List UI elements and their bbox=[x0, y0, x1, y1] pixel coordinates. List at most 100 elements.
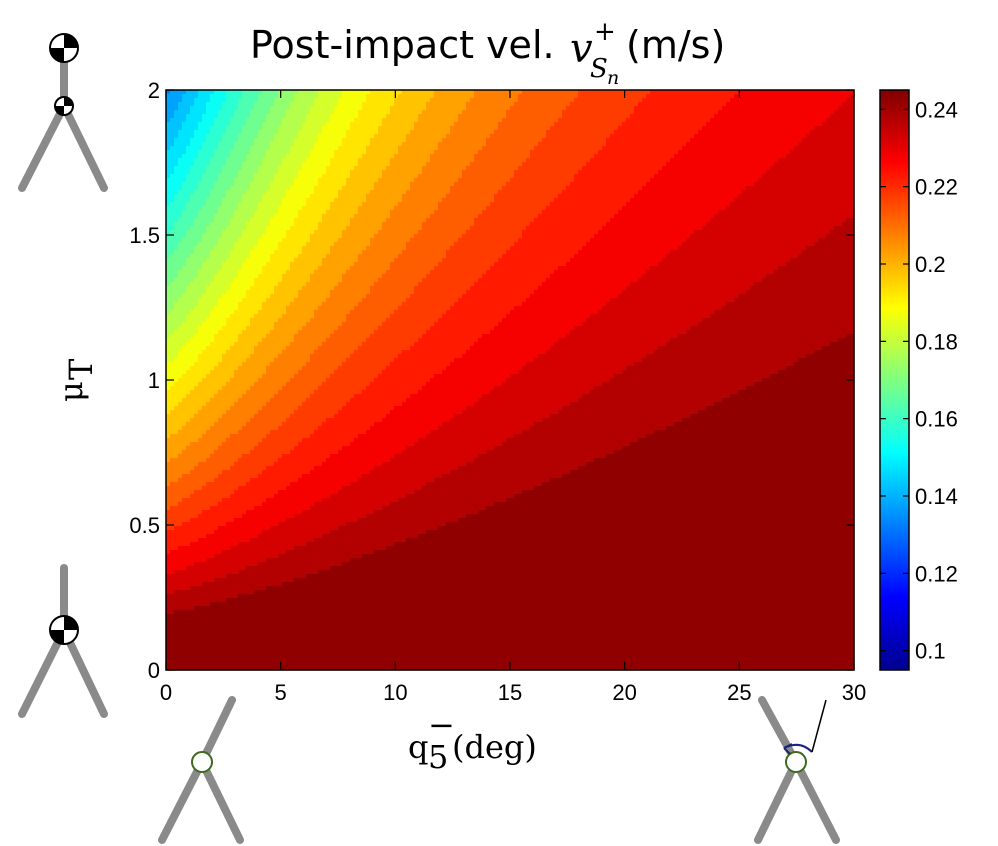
heatmap-cell bbox=[222, 134, 227, 139]
heatmap-cell bbox=[234, 138, 239, 143]
heatmap-cell bbox=[470, 98, 475, 103]
heatmap-cell bbox=[802, 114, 807, 119]
heatmap-cell bbox=[758, 166, 763, 171]
heatmap-cell bbox=[214, 102, 219, 107]
heatmap-cell bbox=[398, 150, 403, 155]
heatmap-cell bbox=[366, 198, 371, 203]
heatmap-cell bbox=[722, 202, 727, 207]
heatmap-cell bbox=[746, 142, 751, 147]
heatmap-cell bbox=[178, 166, 183, 171]
heatmap-cell bbox=[678, 194, 683, 199]
heatmap-cell bbox=[494, 158, 499, 163]
heatmap-cell bbox=[518, 190, 523, 195]
heatmap-cell bbox=[302, 166, 307, 171]
heatmap-cell bbox=[198, 166, 203, 171]
heatmap-cell bbox=[486, 150, 491, 155]
heatmap-cell bbox=[454, 130, 459, 135]
heatmap-cell bbox=[734, 202, 739, 207]
heatmap-cell bbox=[234, 130, 239, 135]
heatmap-cell bbox=[206, 154, 211, 159]
heatmap-cell bbox=[386, 190, 391, 195]
heatmap-cell bbox=[286, 150, 291, 155]
heatmap-cell bbox=[522, 202, 527, 207]
heatmap-cell bbox=[806, 94, 811, 99]
heatmap-cell bbox=[594, 106, 599, 111]
heatmap-cell bbox=[822, 202, 827, 207]
heatmap-cell bbox=[666, 142, 671, 147]
heatmap-cell bbox=[482, 162, 487, 167]
heatmap-cell bbox=[702, 150, 707, 155]
heatmap-cell bbox=[618, 130, 623, 135]
heatmap-cell bbox=[478, 114, 483, 119]
heatmap-cell bbox=[430, 138, 435, 143]
heatmap-cell bbox=[666, 190, 671, 195]
heatmap-cell bbox=[302, 110, 307, 115]
heatmap-cell bbox=[210, 130, 215, 135]
heatmap-cell bbox=[782, 182, 787, 187]
heatmap-cell bbox=[426, 102, 431, 107]
heatmap-cell bbox=[694, 178, 699, 183]
heatmap-cell bbox=[422, 202, 427, 207]
heatmap-cell bbox=[482, 198, 487, 203]
heatmap-cell bbox=[406, 114, 411, 119]
heatmap-cell bbox=[846, 114, 851, 119]
heatmap-cell bbox=[578, 138, 583, 143]
heatmap-cell bbox=[518, 202, 523, 207]
heatmap-cell bbox=[462, 198, 467, 203]
heatmap-cell bbox=[566, 158, 571, 163]
heatmap-cell bbox=[186, 182, 191, 187]
heatmap-cell bbox=[422, 98, 427, 103]
heatmap-cell bbox=[214, 150, 219, 155]
heatmap-cell bbox=[306, 114, 311, 119]
heatmap-cell bbox=[262, 126, 267, 131]
heatmap-cell bbox=[618, 178, 623, 183]
heatmap-cell bbox=[250, 98, 255, 103]
heatmap-cell bbox=[702, 130, 707, 135]
heatmap-cell bbox=[570, 146, 575, 151]
heatmap-cell bbox=[630, 126, 635, 131]
heatmap-cell bbox=[738, 138, 743, 143]
heatmap-cell bbox=[274, 186, 279, 191]
heatmap-cell bbox=[470, 122, 475, 127]
heatmap-cell bbox=[734, 138, 739, 143]
heatmap-cell bbox=[466, 190, 471, 195]
heatmap-cell bbox=[494, 102, 499, 107]
heatmap-cell bbox=[274, 110, 279, 115]
heatmap-cell bbox=[194, 174, 199, 179]
heatmap-cell bbox=[230, 150, 235, 155]
heatmap-cell bbox=[650, 158, 655, 163]
heatmap-cell bbox=[206, 190, 211, 195]
heatmap-cell bbox=[218, 166, 223, 171]
heatmap-cell bbox=[518, 122, 523, 127]
heatmap-cell bbox=[278, 122, 283, 127]
heatmap-cell bbox=[738, 198, 743, 203]
heatmap-cell bbox=[694, 190, 699, 195]
heatmap-cell bbox=[758, 202, 763, 207]
heatmap-cell bbox=[838, 94, 843, 99]
heatmap-cell bbox=[762, 154, 767, 159]
heatmap-cell bbox=[662, 198, 667, 203]
heatmap-cell bbox=[478, 202, 483, 207]
heatmap-cell bbox=[694, 102, 699, 107]
heatmap-cell bbox=[722, 182, 727, 187]
heatmap-cell bbox=[722, 110, 727, 115]
heatmap-cell bbox=[846, 102, 851, 107]
heatmap-cell bbox=[430, 130, 435, 135]
heatmap-cell bbox=[554, 146, 559, 151]
heatmap-cell bbox=[438, 182, 443, 187]
heatmap-cell bbox=[502, 186, 507, 191]
heatmap-cell bbox=[310, 130, 315, 135]
heatmap-cell bbox=[178, 134, 183, 139]
heatmap-cell bbox=[590, 114, 595, 119]
heatmap-cell bbox=[414, 190, 419, 195]
heatmap-cell bbox=[834, 122, 839, 127]
heatmap-cell bbox=[718, 134, 723, 139]
heatmap-cell bbox=[570, 138, 575, 143]
heatmap-cell bbox=[238, 186, 243, 191]
heatmap-cell bbox=[258, 182, 263, 187]
heatmap-cell bbox=[662, 134, 667, 139]
heatmap-cell bbox=[462, 202, 467, 207]
heatmap-cell bbox=[682, 154, 687, 159]
heatmap-cell bbox=[706, 198, 711, 203]
heatmap-cell bbox=[266, 190, 271, 195]
